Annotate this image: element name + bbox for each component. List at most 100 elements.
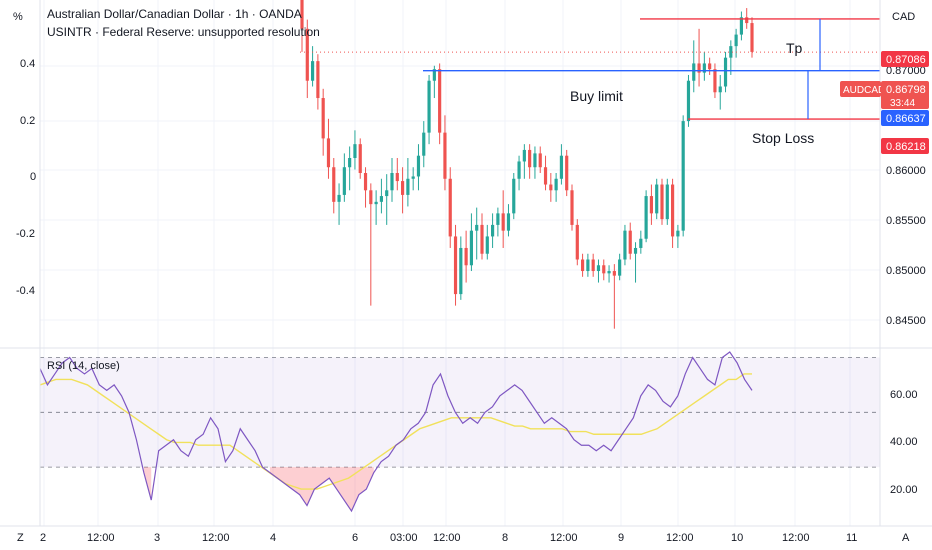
candle-body-7: [337, 194, 341, 202]
candle-body-49: [559, 155, 563, 179]
candle-body-16: [385, 190, 389, 197]
left-unit-label: %: [13, 11, 23, 23]
candle-body-53: [581, 259, 585, 272]
candle-body-55: [591, 259, 595, 272]
candle-body-71: [676, 230, 680, 237]
tp-price-tag: 0.87086: [881, 51, 929, 67]
grid: [40, 0, 880, 526]
candle-body-34: [480, 224, 484, 254]
candle-body-19: [401, 181, 405, 195]
candle-body-41: [517, 161, 521, 179]
time-tick-11: 12:00: [666, 532, 694, 544]
candle-body-12: [363, 173, 368, 191]
stop-loss-annotation[interactable]: Stop Loss: [752, 130, 814, 146]
buy-limit-annotation[interactable]: Buy limit: [570, 88, 623, 104]
candle-body-85: [750, 23, 754, 52]
last-price-text: 0.86798: [886, 84, 926, 96]
candle-body-13: [369, 190, 373, 205]
candle-body-72: [681, 121, 685, 231]
time-tick-9: 12:00: [550, 532, 578, 544]
rsi-legend[interactable]: RSI (14, close): [47, 360, 120, 372]
candle-body-45: [538, 153, 542, 168]
symbol-tag-text: AUDCAD: [843, 85, 885, 96]
candle-body-76: [702, 63, 706, 73]
candle-body-56: [596, 265, 601, 272]
candle-body-54: [586, 259, 590, 272]
price-tick-0: 0.87000: [886, 65, 926, 77]
candle-body-8: [342, 167, 346, 195]
candle-body-1: [305, 28, 309, 81]
time-tick-8: 8: [502, 532, 508, 544]
candle-body-62: [628, 230, 632, 254]
candle-body-23: [422, 132, 426, 156]
timezone-button[interactable]: Z: [17, 532, 24, 544]
stop-loss-price-tag: 0.86218: [881, 138, 929, 154]
left-tick-1: 0.2: [20, 115, 35, 127]
candle-body-52: [575, 224, 579, 260]
time-tick-3: 12:00: [202, 532, 230, 544]
candle-body-20: [406, 178, 410, 195]
candle-body-32: [469, 230, 473, 266]
candle-body-50: [565, 155, 569, 191]
candle-body-65: [644, 196, 648, 239]
candle-body-57: [602, 265, 606, 274]
candle-body-38: [501, 213, 505, 231]
time-tick-1: 12:00: [87, 532, 115, 544]
candle-body-80: [723, 57, 728, 87]
candle-body-61: [623, 230, 627, 260]
candle-body-14: [374, 201, 378, 205]
candle-body-28: [448, 178, 452, 237]
candle-body-68: [660, 184, 664, 220]
indicator-legend[interactable]: USINTR · Federal Reserve: unsupported re…: [47, 25, 320, 39]
left-tick-4: -0.4: [16, 285, 35, 297]
symbol-title[interactable]: Australian Dollar/Canadian Dollar · 1h ·…: [47, 7, 302, 21]
candle-body-60: [618, 259, 622, 276]
candle-body-5: [326, 138, 331, 168]
candle-body-2: [311, 61, 315, 81]
candle-body-64: [639, 238, 643, 248]
candle-body-79: [718, 86, 722, 93]
time-tick-14: 11: [846, 532, 857, 544]
candle-body-18: [395, 173, 399, 182]
candle-body-59: [612, 271, 616, 276]
auto-scale-button[interactable]: A: [902, 532, 910, 544]
candle-body-69: [665, 184, 669, 220]
candle-body-75: [697, 63, 701, 73]
candle-body-33: [475, 224, 479, 231]
time-tick-0: 2: [40, 532, 46, 544]
price-tick-3: 0.85000: [886, 265, 926, 277]
buy-limit-price-text: 0.86637: [886, 113, 926, 125]
candle-body-67: [655, 184, 659, 214]
rsi-lines: [39, 351, 753, 513]
candle-body-74: [692, 63, 696, 81]
candles: [300, 0, 754, 329]
time-tick-5: 6: [352, 532, 358, 544]
candle-body-31: [464, 247, 468, 266]
candle-body-83: [739, 17, 743, 35]
candle-body-9: [348, 158, 352, 168]
candle-body-46: [543, 167, 548, 185]
candle-body-42: [522, 149, 526, 162]
candle-body-25: [432, 69, 436, 81]
candle-body-81: [729, 46, 733, 58]
rsi-band: [40, 357, 880, 468]
candle-body-84: [745, 17, 749, 24]
candle-body-58: [607, 271, 611, 274]
time-tick-12: 10: [731, 532, 743, 544]
tp-annotation[interactable]: Tp: [786, 40, 803, 56]
candle-body-29: [453, 236, 458, 295]
price-tick-4: 0.84500: [886, 315, 926, 327]
tp-price-tag-text: 0.87086: [886, 54, 926, 66]
candle-body-70: [671, 184, 675, 237]
candle-body-44: [533, 153, 537, 168]
candle-body-43: [528, 149, 532, 168]
candle-body-40: [512, 178, 516, 214]
candle-body-36: [491, 224, 495, 237]
candle-body-26: [438, 69, 442, 133]
candle-body-63: [633, 247, 638, 254]
candle-body-21: [411, 176, 415, 179]
candle-body-66: [649, 196, 653, 214]
candle-body-73: [686, 80, 691, 122]
